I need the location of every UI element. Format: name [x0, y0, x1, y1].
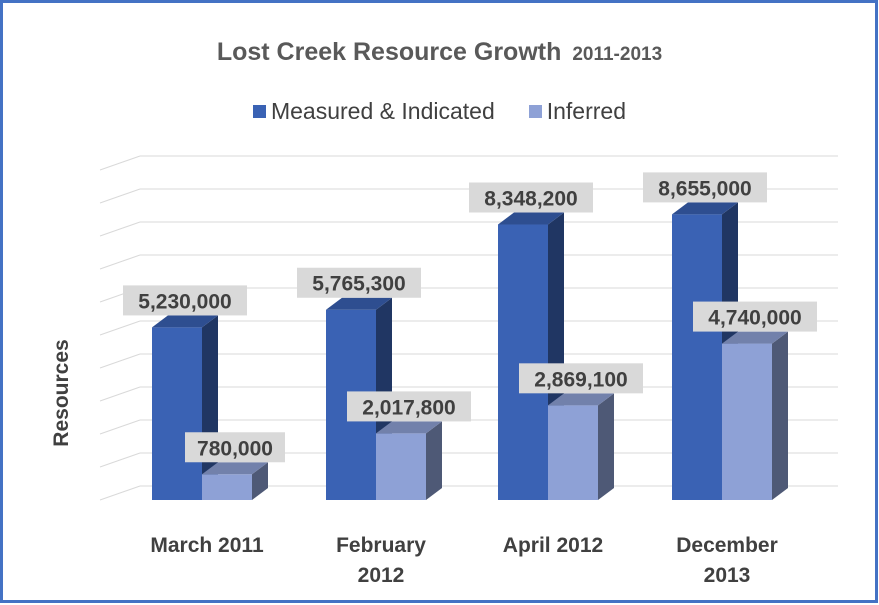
data-label-bg-s1-c3 [693, 301, 817, 332]
legend-item-measured: Measured & Indicated [252, 98, 495, 125]
data-label-s0-c1: 5,765,300 [312, 273, 405, 296]
data-label-s0-c0: 5,230,000 [138, 290, 231, 313]
bar-top-s0-c1 [326, 297, 392, 310]
legend-label-inferred: Inferred [546, 98, 626, 124]
data-label-s0-c3: 8,655,000 [658, 177, 751, 200]
bar-front-s1-c0 [202, 474, 252, 500]
gridline-depth-0 [99, 485, 141, 501]
chart-title-years: 2011-2013 [572, 44, 663, 65]
bar-front-s0-c2 [498, 224, 548, 500]
bar-side-s1-c3 [772, 331, 788, 500]
data-label-s1-c2: 2,869,100 [534, 368, 627, 391]
bar-top-s1-c2 [548, 393, 614, 406]
data-label-bg-s1-c0 [185, 432, 285, 463]
gridline-depth-4 [99, 353, 141, 369]
bar-side-s1-c0 [252, 462, 268, 500]
bar-top-s1-c3 [722, 331, 788, 344]
x-tick-label-0-0: March 2011 [150, 534, 264, 557]
gridline-depth-3 [99, 386, 141, 402]
x-tick-label-3-0: December [676, 534, 778, 557]
data-label-bg-s1-c2 [519, 363, 643, 394]
data-label-bg-s0-c2 [469, 182, 593, 213]
legend-swatch-inferred [528, 105, 542, 118]
bar-front-s1-c3 [722, 343, 772, 500]
bar-front-s1-c2 [548, 405, 598, 500]
bar-top-s0-c0 [152, 315, 218, 328]
gridline-depth-1 [99, 452, 141, 468]
data-label-bg-s0-c0 [123, 285, 247, 316]
x-tick-label-1-1: 2012 [358, 564, 405, 587]
data-label-bg-s1-c1 [347, 391, 471, 422]
data-label-s1-c3: 4,740,000 [708, 307, 801, 330]
gridline-depth-5 [99, 320, 141, 336]
data-label-bg-s0-c1 [297, 267, 421, 298]
data-label-s1-c0: 780,000 [197, 437, 273, 460]
gridline-depth-8 [99, 221, 141, 237]
chart-title-main: Lost Creek Resource Growth [216, 38, 562, 66]
x-tick-label-1-0: February [336, 534, 426, 557]
data-label-s1-c1: 2,017,800 [362, 396, 455, 419]
gridline-depth-7 [99, 254, 141, 270]
data-label-s0-c2: 8,348,200 [484, 188, 577, 211]
chart-legend: Measured & Indicated Inferred [0, 98, 879, 125]
bar-front-s1-c1 [376, 433, 426, 500]
bar-top-s1-c0 [202, 462, 268, 475]
x-tick-label-2-0: April 2012 [503, 534, 603, 557]
x-tick-label-3-1: 2013 [704, 564, 751, 587]
gridline-depth-9 [99, 188, 141, 204]
bar-side-s1-c2 [598, 393, 614, 500]
bar-front-s0-c3 [672, 214, 722, 500]
gridline-depth-10 [99, 155, 141, 171]
chart-title: Lost Creek Resource Growth 2011-2013 [0, 38, 879, 67]
legend-item-inferred: Inferred [528, 98, 626, 125]
bar-top-s0-c3 [672, 202, 738, 215]
bar-top-s1-c1 [376, 421, 442, 434]
bar-front-s0-c0 [152, 327, 202, 500]
bar-side-s1-c1 [426, 421, 442, 500]
bar-top-s0-c2 [498, 212, 564, 225]
data-label-bg-s0-c3 [643, 172, 767, 203]
legend-label-measured: Measured & Indicated [270, 98, 495, 124]
legend-swatch-measured [252, 105, 266, 118]
gridline-depth-2 [99, 419, 141, 435]
